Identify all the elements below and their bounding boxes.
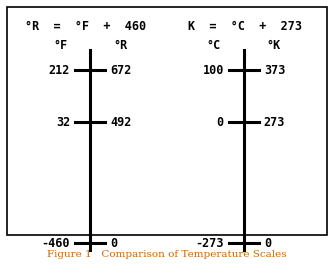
- Text: 0: 0: [264, 237, 271, 250]
- Text: 492: 492: [110, 116, 132, 129]
- Text: 100: 100: [202, 64, 224, 77]
- Text: 212: 212: [49, 64, 70, 77]
- Text: 672: 672: [110, 64, 132, 77]
- Text: K  =  °C  +  273: K = °C + 273: [188, 20, 303, 33]
- Bar: [7, 7, 327, 235]
- Text: -460: -460: [42, 237, 70, 250]
- Text: 373: 373: [264, 64, 285, 77]
- Text: 32: 32: [56, 116, 70, 129]
- Text: °F: °F: [53, 39, 67, 52]
- Text: 0: 0: [217, 116, 224, 129]
- Text: 273: 273: [264, 116, 285, 129]
- Text: °R: °R: [113, 39, 127, 52]
- Text: Figure 1   Comparison of Temperature Scales: Figure 1 Comparison of Temperature Scale…: [47, 250, 287, 259]
- Text: °R  =  °F  +  460: °R = °F + 460: [25, 20, 146, 33]
- Text: °C: °C: [207, 39, 221, 52]
- Text: °K: °K: [267, 39, 281, 52]
- Text: 0: 0: [110, 237, 117, 250]
- Text: -273: -273: [195, 237, 224, 250]
